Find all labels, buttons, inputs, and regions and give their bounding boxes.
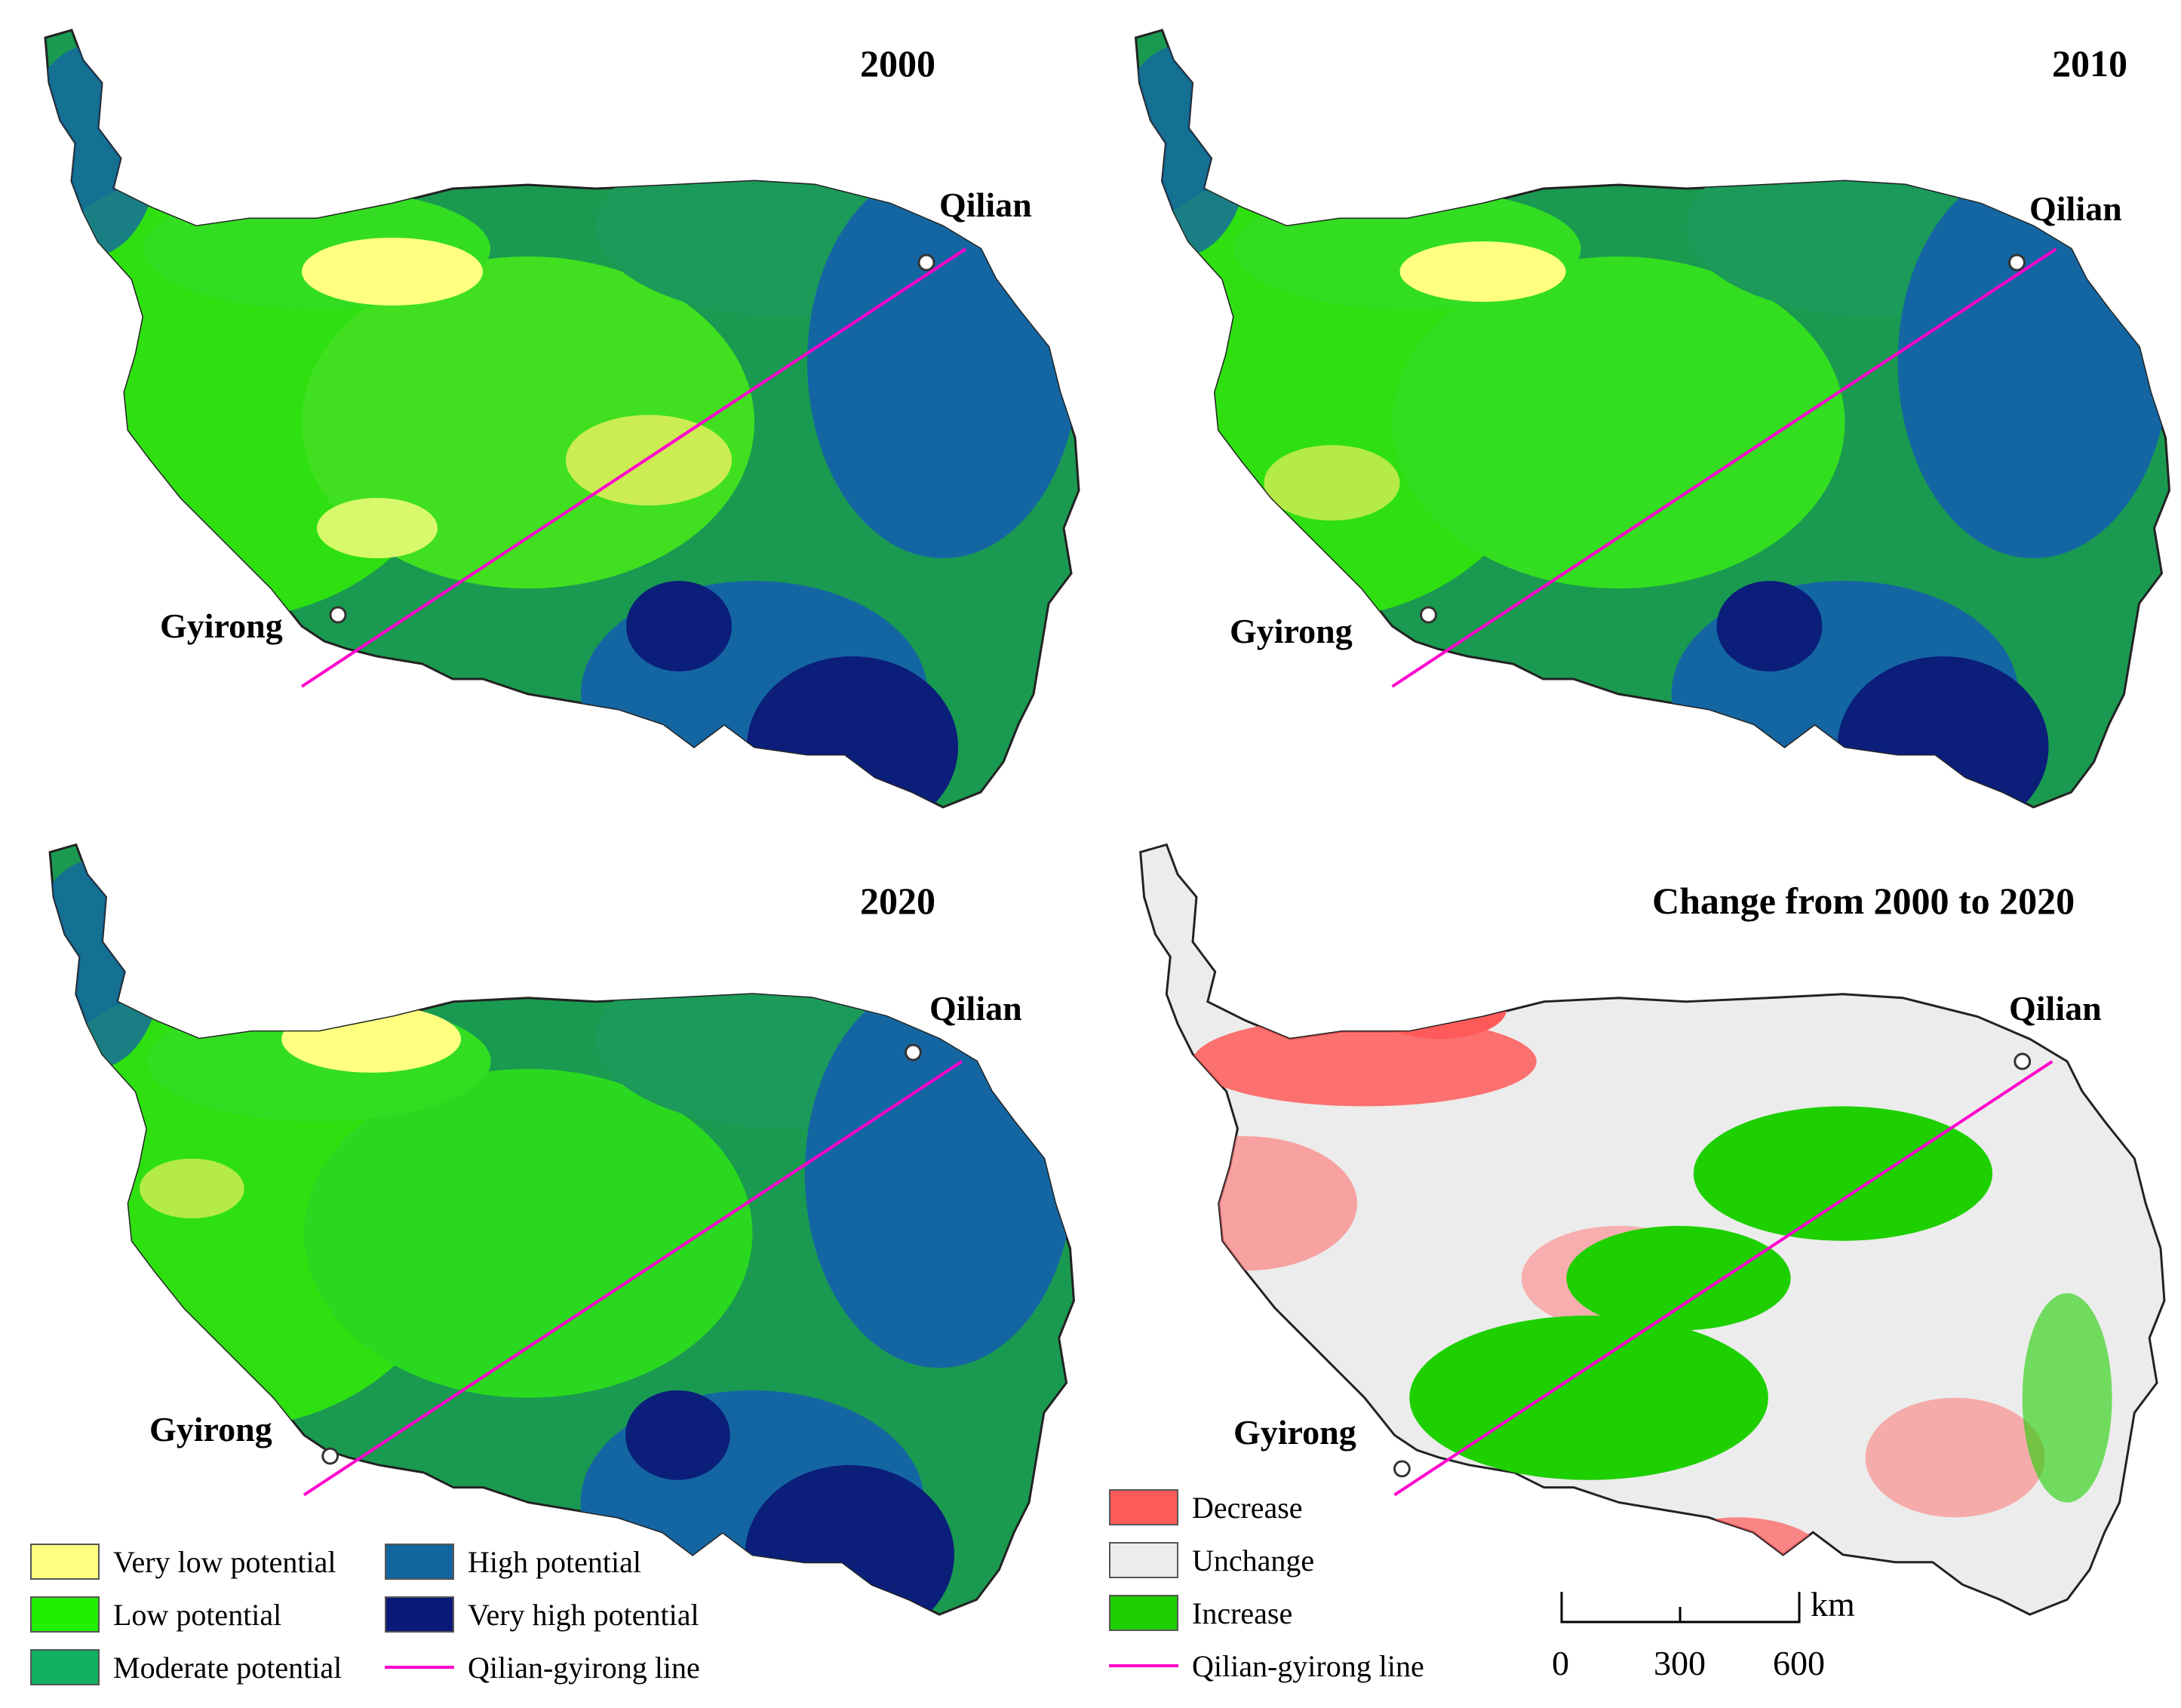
legend-swatch: [385, 1544, 454, 1580]
legend-label: Unchange: [1192, 1543, 1315, 1577]
legend-item-very-high: Very high potential: [385, 1592, 699, 1637]
scale-tick-0: 0: [1552, 1644, 1569, 1682]
scale-tick-300: 300: [1654, 1644, 1706, 1682]
legend-line-swatch: [385, 1649, 454, 1685]
legend-item-line: Qilian-gyirong line: [1109, 1643, 1424, 1688]
legend-label: Moderate potential: [113, 1650, 343, 1685]
qilian-label: Qilian: [939, 186, 1032, 224]
panel-title: Change from 2000 to 2020: [1652, 880, 2075, 922]
legend-swatch: [30, 1649, 100, 1685]
map-panel-change: Change from 2000 to 2020 Qilian Gyirong: [1090, 815, 2181, 1622]
legend-change: Decrease Unchange Increase Qilian-gyiron…: [1109, 1485, 1531, 1703]
plateau-map-change: [1139, 843, 2166, 1616]
panel-title: 2020: [860, 880, 935, 922]
legend-item-unchange: Unchange: [1109, 1538, 1314, 1583]
scale-unit: km: [1811, 1585, 1855, 1624]
scale-bar-graphic: [1560, 1592, 1801, 1624]
legend-line-swatch: [1109, 1648, 1178, 1684]
panel-title: 2000: [860, 42, 935, 84]
gyirong-label: Gyirong: [149, 1410, 272, 1448]
legend-swatch: [385, 1596, 454, 1633]
qilian-label: Qilian: [2009, 989, 2102, 1028]
legend-item-low: Low potential: [30, 1592, 281, 1637]
map-panel-2000: 2000 Qilian Gyirong: [0, 0, 1090, 815]
legend-swatch: [30, 1596, 100, 1633]
legend-label: Decrease: [1192, 1490, 1303, 1525]
legend-item-decrease: Decrease: [1109, 1485, 1303, 1530]
legend-swatch: [30, 1544, 100, 1580]
legend-label: Increase: [1192, 1596, 1293, 1630]
legend-label: Qilian-gyirong line: [468, 1650, 700, 1685]
legend-item-very-low: Very low potential: [30, 1539, 336, 1584]
qilian-label: Qilian: [929, 989, 1022, 1028]
legend-label: Low potential: [113, 1597, 282, 1632]
legend-swatch: [1109, 1489, 1178, 1525]
map-panel-2020: 2020 Qilian Gyirong: [0, 815, 1090, 1622]
scale-bar: km 0 300 600: [1539, 1584, 1886, 1697]
gyirong-label: Gyirong: [1230, 612, 1353, 650]
legend-item-high: High potential: [385, 1539, 641, 1584]
qilian-label: Qilian: [2029, 189, 2122, 228]
legend-label: Very low potential: [113, 1544, 336, 1579]
legend-label: Very high potential: [468, 1597, 699, 1632]
gyirong-label: Gyirong: [160, 607, 283, 645]
legend-item-increase: Increase: [1109, 1590, 1292, 1636]
legend-swatch: [1109, 1595, 1178, 1631]
legend-label: Qilian-gyirong line: [1192, 1648, 1424, 1683]
legend-item-line: Qilian-gyirong line: [385, 1645, 700, 1690]
legend-swatch: [1109, 1542, 1178, 1578]
panel-title: 2010: [2052, 42, 2127, 84]
plateau-map-2010: [1134, 29, 2171, 809]
plateau-map-2020: [48, 843, 1075, 1616]
map-panel-2010: 2010 Qilian Gyirong: [1090, 0, 2181, 815]
scale-tick-600: 600: [1773, 1644, 1825, 1682]
legend-item-moderate: Moderate potential: [30, 1645, 342, 1690]
gyirong-label: Gyirong: [1233, 1413, 1356, 1451]
plateau-map-2000: [44, 29, 1080, 809]
legend-label: High potential: [468, 1544, 641, 1579]
legend-potential: Very low potential Low potential Moderat…: [30, 1539, 1086, 1705]
